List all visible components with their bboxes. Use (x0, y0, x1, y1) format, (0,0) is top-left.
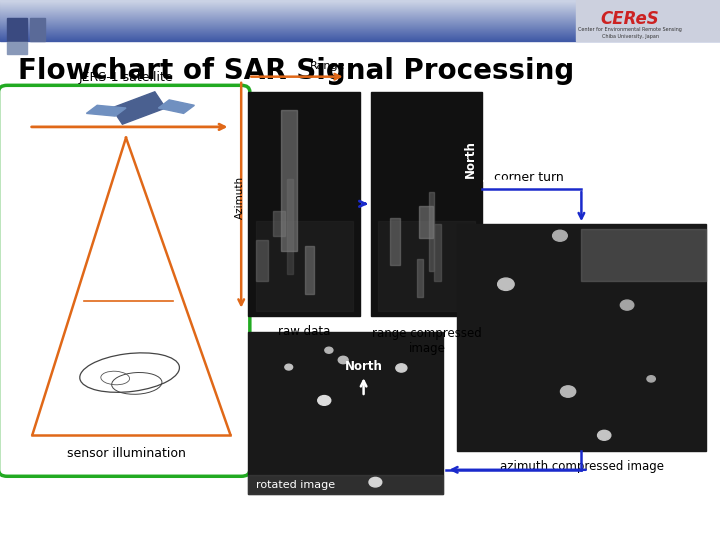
Polygon shape (112, 92, 166, 124)
Bar (576, 0, 720, 40)
Text: CEReS: CEReS (600, 10, 660, 28)
Text: sensor illumination: sensor illumination (66, 447, 186, 460)
Circle shape (621, 300, 634, 310)
Bar (30, 18, 45, 40)
Text: range compressed
image: range compressed image (372, 327, 482, 355)
Bar (248, 332, 443, 494)
Bar (7, 42, 27, 54)
Text: Center for Environmental Remote Sensing: Center for Environmental Remote Sensing (578, 27, 682, 32)
Bar (305, 246, 314, 294)
Text: Chiba University, Japan: Chiba University, Japan (601, 33, 659, 39)
Bar (273, 211, 285, 236)
Polygon shape (86, 105, 126, 116)
Text: raw data: raw data (279, 325, 330, 338)
Circle shape (325, 347, 333, 353)
Text: azimuth compressed image: azimuth compressed image (500, 460, 664, 473)
Bar (429, 192, 433, 271)
Bar (419, 206, 433, 238)
Text: rotated image: rotated image (256, 480, 335, 490)
Bar (418, 259, 423, 298)
Circle shape (560, 386, 576, 397)
Text: North: North (464, 140, 477, 178)
Circle shape (598, 430, 611, 440)
Bar (256, 221, 353, 310)
Bar (378, 221, 475, 310)
FancyBboxPatch shape (0, 85, 250, 476)
Circle shape (318, 396, 330, 406)
Circle shape (553, 230, 567, 241)
Text: JERS-1 satellite: JERS-1 satellite (78, 71, 174, 84)
Bar (248, 92, 360, 316)
Bar (256, 240, 269, 281)
Text: corner turn: corner turn (495, 171, 564, 184)
Polygon shape (158, 100, 194, 113)
Circle shape (285, 364, 292, 370)
Bar (7, 18, 27, 40)
Circle shape (338, 356, 348, 364)
Bar (248, 475, 443, 494)
Circle shape (396, 364, 407, 372)
Bar (390, 218, 400, 265)
Bar (582, 228, 706, 281)
Circle shape (369, 477, 382, 487)
Text: Azimuth: Azimuth (235, 176, 245, 219)
Bar (282, 110, 297, 251)
Bar (287, 179, 294, 274)
Text: Range: Range (310, 61, 345, 71)
Circle shape (647, 376, 655, 382)
Bar (457, 224, 706, 451)
Bar (371, 92, 482, 316)
Text: Flowchart of SAR Signal Processing: Flowchart of SAR Signal Processing (18, 57, 575, 85)
Bar (434, 224, 441, 281)
Circle shape (498, 278, 514, 291)
Text: North: North (345, 360, 382, 373)
